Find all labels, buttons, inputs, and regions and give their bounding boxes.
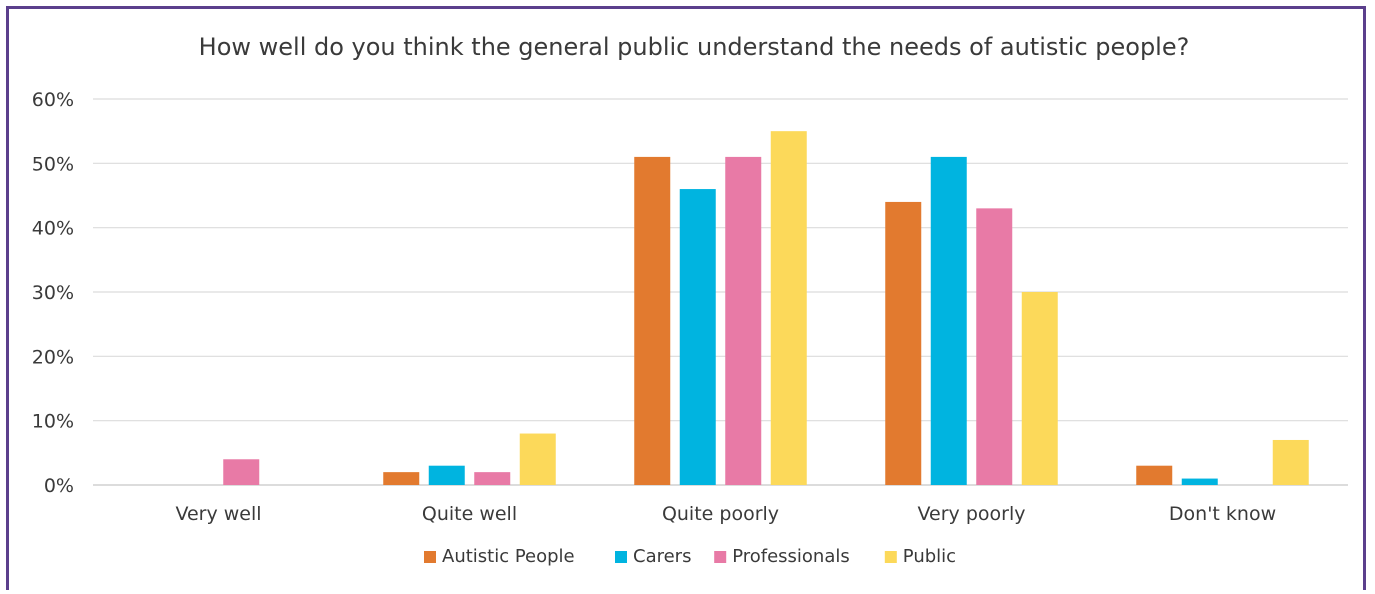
bar bbox=[930, 156, 967, 485]
bar bbox=[1181, 478, 1218, 485]
bar bbox=[1136, 465, 1173, 485]
gridlines bbox=[93, 98, 1348, 486]
chart-title: How well do you think the general public… bbox=[199, 33, 1190, 61]
bar bbox=[885, 201, 922, 485]
legend-swatch bbox=[424, 551, 436, 563]
x-axis-ticks: Very well Quite well Quite poorly Very poor… bbox=[175, 503, 1276, 525]
legend-label: Professionals bbox=[732, 546, 850, 567]
x-tick-label: Very well bbox=[175, 503, 261, 525]
bars bbox=[223, 131, 1309, 486]
legend-swatch bbox=[884, 551, 897, 563]
bar bbox=[223, 459, 260, 485]
bar bbox=[519, 433, 556, 485]
y-tick-label: 50% bbox=[32, 153, 74, 175]
bar bbox=[383, 472, 420, 485]
legend-label: Carers bbox=[633, 546, 691, 567]
y-tick-label: 40% bbox=[32, 218, 74, 240]
x-tick-label: Quite well bbox=[422, 503, 517, 525]
legend: Autistic People Carers Professionals Public bbox=[424, 546, 956, 567]
y-tick-label: 60% bbox=[32, 89, 74, 111]
bar bbox=[1021, 292, 1058, 485]
x-tick-label: Very poorly bbox=[918, 503, 1026, 525]
legend-label: Public bbox=[903, 546, 956, 567]
y-tick-label: 10% bbox=[32, 411, 74, 433]
y-axis-ticks: 0% 10% 20% 30% 40% 50% 60% bbox=[32, 89, 74, 497]
bar bbox=[634, 156, 671, 485]
legend-swatch bbox=[615, 551, 627, 563]
x-tick-label: Quite poorly bbox=[662, 503, 779, 525]
y-tick-label: 0% bbox=[44, 475, 74, 497]
legend-swatch bbox=[714, 551, 727, 563]
bar bbox=[428, 465, 465, 485]
bar bbox=[976, 208, 1013, 485]
y-tick-label: 30% bbox=[32, 282, 74, 304]
bar bbox=[1272, 439, 1309, 485]
bar bbox=[770, 131, 807, 485]
y-tick-label: 20% bbox=[32, 346, 74, 368]
legend-label: Autistic People bbox=[442, 546, 575, 567]
bar bbox=[679, 189, 716, 486]
bar bbox=[474, 472, 511, 485]
bar bbox=[725, 156, 762, 485]
x-tick-label: Don't know bbox=[1169, 503, 1276, 525]
